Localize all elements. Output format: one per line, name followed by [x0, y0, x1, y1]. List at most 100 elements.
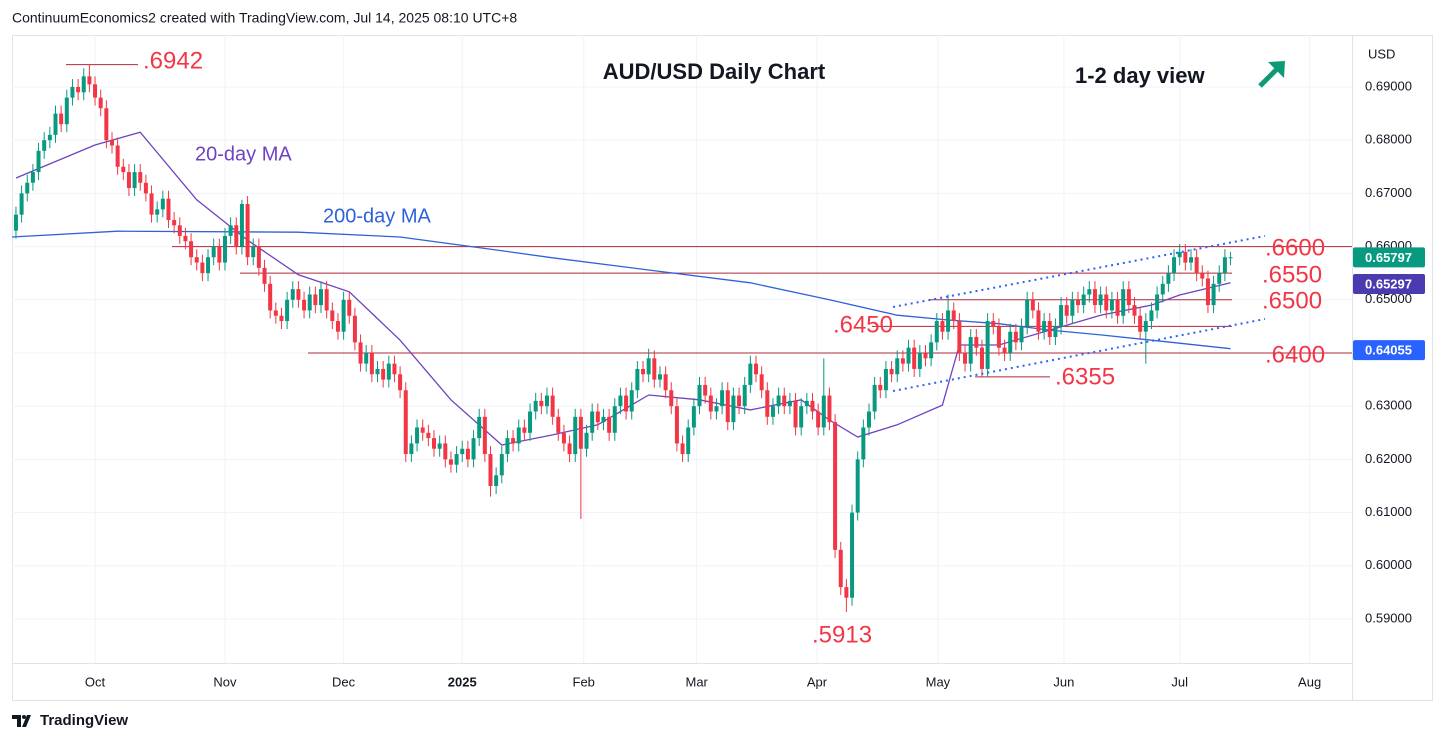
candle-body — [138, 172, 143, 183]
candle-body — [330, 310, 335, 322]
candle-body — [968, 337, 973, 364]
candle-body — [996, 326, 1001, 348]
candle-body — [889, 368, 894, 375]
candle-body — [488, 454, 493, 486]
candle-body — [810, 400, 815, 412]
candle-body — [912, 347, 917, 369]
candle-body — [838, 549, 843, 588]
price-tag-label: 0.64055 — [1365, 343, 1412, 358]
candle-body — [697, 384, 702, 407]
candle-body — [742, 384, 747, 407]
candle-body — [590, 411, 595, 433]
x-tick-label: Nov — [213, 674, 237, 689]
candle-body — [307, 294, 312, 311]
candle-body — [19, 193, 24, 215]
candle-body — [222, 235, 227, 263]
candle-body — [957, 321, 962, 353]
candle-body — [375, 368, 380, 375]
candle-body — [573, 416, 578, 455]
candle-body — [1104, 294, 1109, 311]
candle-body — [567, 443, 572, 455]
candle-body — [1228, 257, 1233, 259]
candle-body — [1205, 278, 1210, 306]
candle-body — [200, 262, 205, 274]
candle-body — [804, 400, 809, 407]
candle-body — [296, 289, 301, 300]
candle-body — [1070, 299, 1075, 316]
candle-body — [1121, 289, 1126, 316]
ma-label: 20-day MA — [195, 143, 292, 165]
view-label: 1-2 day view — [1075, 63, 1206, 88]
candle-body — [279, 315, 284, 322]
candle-body — [900, 358, 905, 364]
candle-body — [505, 438, 510, 455]
candle-body — [448, 459, 453, 465]
price-tag — [1353, 340, 1425, 361]
candle-body — [206, 257, 211, 274]
candle-body — [302, 299, 307, 311]
candle-body — [833, 422, 838, 550]
candle-body — [680, 443, 685, 455]
y-unit: USD — [1368, 46, 1395, 61]
candle-body — [1183, 251, 1188, 263]
candle-body — [629, 390, 634, 412]
marks — [11, 64, 1352, 613]
candle-body — [172, 219, 177, 226]
candle-body — [1143, 321, 1148, 332]
x-tick-label: Oct — [85, 674, 106, 689]
price-tag — [1353, 247, 1425, 268]
candle-body — [126, 172, 131, 189]
candle-body — [115, 145, 120, 167]
candle-body — [946, 310, 951, 332]
candle-body — [104, 108, 109, 141]
candle-body — [1030, 299, 1035, 311]
candle-body — [465, 448, 470, 460]
footer-brand: TradingView — [40, 712, 128, 729]
candle-body — [528, 411, 533, 433]
y-tick-label: 0.68000 — [1365, 132, 1412, 147]
x-tick-label: 2025 — [448, 674, 477, 689]
candle-body — [522, 427, 527, 433]
level-label: .5913 — [812, 621, 872, 648]
candle-body — [386, 363, 391, 380]
candle-body — [1047, 321, 1052, 338]
up-arrow — [1258, 61, 1285, 88]
price-tag — [1353, 273, 1425, 294]
candle-body — [883, 368, 888, 391]
candle-body — [1200, 273, 1205, 279]
candle-body — [409, 443, 414, 455]
candle-body — [669, 390, 674, 407]
candle-body — [872, 384, 877, 412]
candle-body — [1222, 257, 1227, 274]
candle-body — [1177, 251, 1182, 258]
level-label: .6355 — [1055, 363, 1115, 390]
candle-body — [482, 416, 487, 455]
candle-body — [25, 182, 30, 194]
candle-body — [494, 475, 499, 486]
y-tick-label: 0.69000 — [1365, 78, 1412, 93]
candle-body — [42, 140, 47, 151]
candle-body — [979, 347, 984, 369]
candle-body — [437, 443, 442, 449]
candle-body — [1115, 299, 1120, 316]
candle-body — [443, 443, 448, 460]
candle-body — [1109, 299, 1114, 311]
candle-body — [76, 86, 81, 93]
candle-body — [1126, 289, 1131, 306]
candle-body — [1008, 331, 1013, 353]
candle-body — [1211, 283, 1216, 306]
candle-body — [245, 204, 250, 258]
chart-title: AUD/USD Daily Chart — [603, 59, 826, 84]
tv-logo — [12, 715, 31, 727]
y-tick-label: 0.60000 — [1365, 557, 1412, 572]
candle-body — [13, 214, 18, 231]
candle-body — [1036, 310, 1041, 332]
candle-body — [985, 321, 990, 369]
candle-body — [228, 225, 233, 236]
candle-body — [70, 86, 75, 98]
candle-body — [454, 454, 459, 465]
candle-body — [799, 406, 804, 428]
candle-body — [64, 97, 69, 125]
candle-body — [725, 390, 730, 423]
candle-body — [499, 454, 504, 476]
